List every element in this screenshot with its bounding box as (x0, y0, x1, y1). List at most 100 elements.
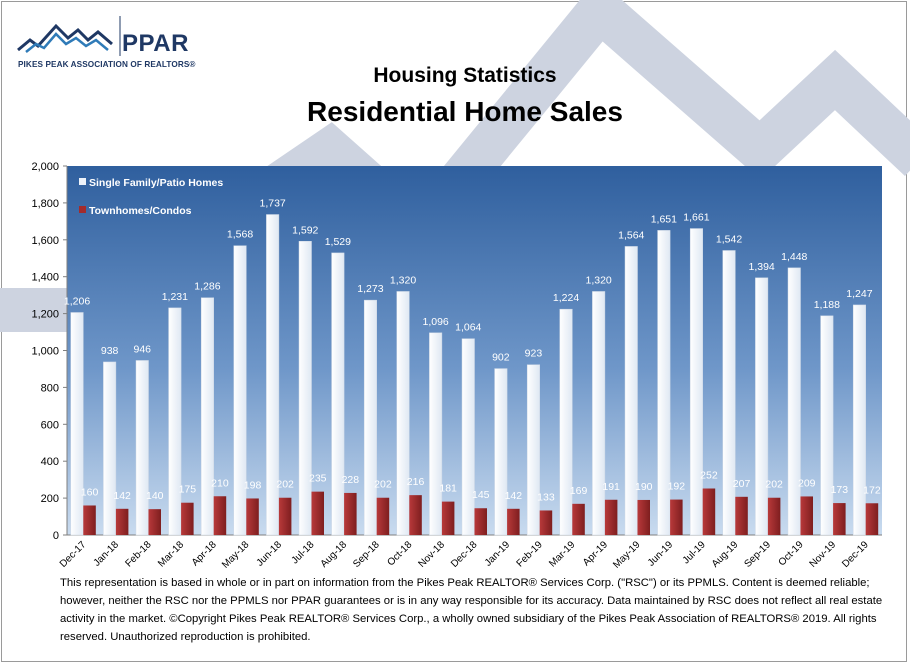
x-tick-label: Oct-19 (777, 539, 806, 568)
data-label-single-family: 1,737 (260, 198, 286, 210)
data-label-single-family: 1,529 (325, 236, 351, 248)
x-tick-label: Feb-18 (123, 539, 153, 569)
data-label-single-family: 1,651 (651, 213, 677, 225)
ppar-logo: PPAR PIKES PEAK ASSOCIATION OF REALTORS® (16, 16, 206, 76)
y-tick-label: 400 (41, 456, 59, 468)
data-label-single-family: 1,568 (227, 229, 253, 241)
x-tick-label: May-18 (220, 539, 252, 571)
bar-chart: 0 200 400 600 800 1,000 1,200 1,400 1,600 1,800 2,… (31, 161, 882, 571)
bar-townhome (702, 488, 716, 535)
bar-townhome (441, 501, 455, 535)
bar-single-family (396, 291, 410, 536)
x-tick-label: Jan-18 (92, 539, 122, 569)
y-tick-label: 2,000 (31, 161, 59, 173)
data-label-townhome: 235 (309, 473, 327, 485)
x-tick-label: Sep-18 (351, 539, 382, 570)
bar-single-family (657, 230, 671, 536)
mountain-logo-icon (17, 16, 121, 56)
data-label-single-family: 1,320 (390, 274, 416, 286)
bar-single-family (331, 252, 345, 536)
data-label-townhome: 181 (439, 483, 457, 495)
bar-townhome (311, 491, 324, 535)
data-label-single-family: 1,661 (683, 212, 709, 224)
data-label-townhome: 198 (244, 479, 262, 491)
x-tick-label: Dec-18 (449, 539, 480, 570)
bar-single-family (266, 214, 280, 536)
data-label-single-family: 1,273 (357, 283, 383, 295)
data-label-townhome: 190 (635, 481, 653, 493)
data-label-townhome: 140 (146, 490, 164, 502)
x-tick-label: May-19 (611, 539, 643, 571)
bar-single-family (70, 312, 84, 536)
data-label-single-family: 1,564 (618, 229, 644, 241)
y-tick-label: 1,600 (31, 235, 59, 247)
legend-label: Townhomes/Condos (89, 205, 192, 217)
data-label-townhome: 169 (570, 485, 588, 497)
y-tick-label: 1,400 (31, 272, 59, 284)
data-label-single-family: 1,247 (846, 288, 872, 300)
x-tick-label: Dec-19 (840, 539, 871, 570)
data-label-townhome: 133 (537, 491, 555, 503)
data-label-townhome: 142 (505, 490, 523, 502)
x-tick-label: Nov-19 (808, 539, 839, 570)
data-label-single-family: 923 (525, 348, 543, 360)
x-tick-label: Jun-18 (255, 539, 285, 569)
bar-townhome (409, 495, 422, 535)
x-tick-label: Mar-19 (547, 539, 577, 569)
bar-townhome (83, 505, 96, 535)
bar-townhome (181, 502, 194, 535)
data-label-single-family: 946 (133, 343, 151, 355)
y-tick-label: 1,800 (31, 198, 59, 210)
legend-swatch (79, 206, 86, 213)
x-tick-label: Feb-19 (515, 539, 545, 569)
data-label-townhome: 209 (798, 477, 816, 489)
data-label-single-family: 1,096 (423, 316, 449, 328)
bar-townhome (344, 492, 357, 535)
data-label-townhome: 202 (765, 479, 783, 491)
x-tick-label: Apr-19 (581, 539, 610, 568)
data-label-single-family: 1,592 (292, 224, 318, 236)
legend-label: Single Family/Patio Homes (89, 177, 223, 189)
y-tick-label: 0 (53, 530, 59, 542)
data-label-townhome: 216 (407, 476, 425, 488)
bar-single-family (592, 291, 606, 536)
x-tick-label: Aug-18 (319, 539, 350, 570)
bar-townhome (376, 497, 390, 535)
data-label-townhome: 173 (831, 484, 849, 496)
data-label-single-family: 902 (492, 352, 510, 364)
data-label-townhome: 160 (81, 486, 99, 498)
data-label-townhome: 192 (668, 481, 686, 493)
data-label-townhome: 202 (374, 479, 392, 491)
bar-single-family (135, 360, 149, 536)
y-tick-label: 1,000 (31, 346, 59, 358)
x-tick-label: Jun-19 (646, 539, 676, 569)
data-label-townhome: 228 (342, 474, 360, 486)
bar-single-family (852, 304, 866, 536)
x-tick-label: Nov-18 (416, 539, 447, 570)
data-label-single-family: 1,320 (586, 274, 612, 286)
bar-single-family (298, 241, 312, 536)
bar-townhome (735, 496, 748, 535)
chart-title: Housing Statistics (373, 64, 557, 87)
bar-townhome (800, 496, 813, 535)
logo-wordmark: PPAR (122, 30, 189, 57)
data-label-townhome: 175 (179, 484, 197, 496)
y-tick-label: 1,200 (31, 309, 59, 321)
bar-townhome (572, 503, 585, 535)
bar-single-family (461, 338, 475, 536)
data-label-townhome: 172 (863, 484, 881, 496)
data-label-single-family: 1,542 (716, 234, 742, 246)
bar-single-family (429, 332, 443, 536)
bar-townhome (767, 497, 781, 535)
bar-townhome (833, 503, 846, 535)
bar-townhome (278, 497, 292, 535)
bar-townhome (213, 496, 227, 535)
data-label-single-family: 1,448 (781, 251, 807, 263)
bar-single-family (820, 315, 834, 536)
x-tick-label: Sep-19 (742, 539, 773, 570)
bar-single-family (494, 368, 508, 536)
x-tick-label: Jan-19 (483, 539, 513, 569)
data-label-single-family: 1,286 (194, 281, 220, 293)
bar-single-family (787, 267, 801, 536)
bar-townhome (246, 498, 259, 535)
